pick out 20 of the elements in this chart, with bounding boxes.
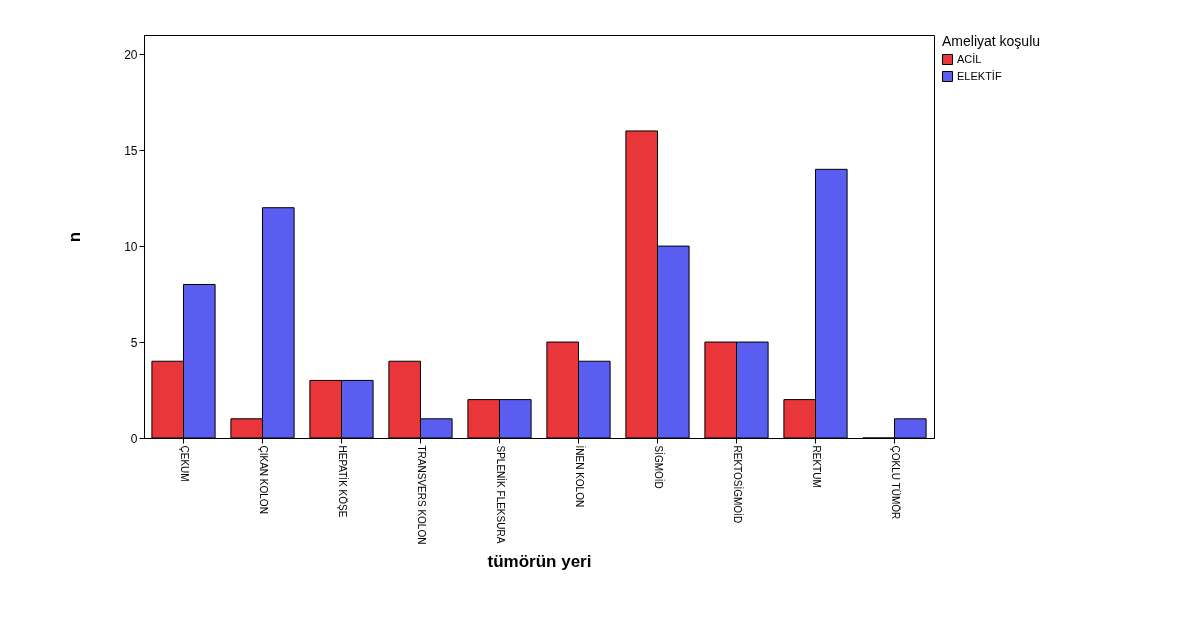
legend-label: ELEKTİF <box>957 69 1002 82</box>
x-tick-label: HEPATİK KÖŞE <box>336 445 349 518</box>
x-tick-label: REKTUM <box>810 445 822 488</box>
y-tick-label: 5 <box>130 335 138 350</box>
x-tick-label: ÇOKLU TÜMÖR <box>889 445 901 520</box>
x-tick-label: REKTOSİGMOİD <box>731 445 744 524</box>
y-tick-label: 15 <box>124 143 138 158</box>
x-tick-label: SPLENİK FLEKSURA <box>494 445 507 544</box>
y-axis-title: n <box>65 231 85 243</box>
x-tick-label: İNEN KOLON <box>573 445 586 508</box>
y-tick-label: 0 <box>130 431 138 446</box>
legend-label: ACİL <box>957 52 982 65</box>
x-tick-label: ÇIKAN KOLON <box>257 445 269 514</box>
legend-title: Ameliyat koşulu <box>942 33 1041 49</box>
y-tick-label: 10 <box>124 239 138 254</box>
x-axis-title: tümörün yeri <box>487 552 592 572</box>
y-tick-label: 20 <box>124 47 138 62</box>
x-tick-label: SİGMOİD <box>652 445 665 489</box>
x-tick-label: TRANSVERS KOLON <box>415 445 427 545</box>
x-tick-label: ÇEKUM <box>178 445 190 482</box>
